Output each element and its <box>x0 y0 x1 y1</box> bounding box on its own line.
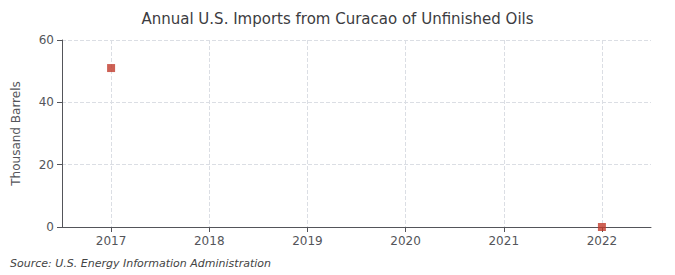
svg-text:60: 60 <box>39 33 54 47</box>
svg-text:2017: 2017 <box>96 234 127 248</box>
svg-text:20: 20 <box>39 158 54 172</box>
svg-text:40: 40 <box>39 95 54 109</box>
svg-text:2018: 2018 <box>194 234 225 248</box>
svg-text:Thousand Barrels: Thousand Barrels <box>9 81 23 186</box>
svg-text:2021: 2021 <box>488 234 519 248</box>
svg-text:2020: 2020 <box>390 234 421 248</box>
svg-text:2019: 2019 <box>292 234 323 248</box>
svg-text:Annual U.S. Imports from Curac: Annual U.S. Imports from Curacao of Unfi… <box>141 10 533 28</box>
svg-text:Source: U.S. Energy Informatio: Source: U.S. Energy Information Administ… <box>10 257 271 270</box>
svg-text:2022: 2022 <box>587 234 618 248</box>
svg-text:0: 0 <box>46 220 54 234</box>
